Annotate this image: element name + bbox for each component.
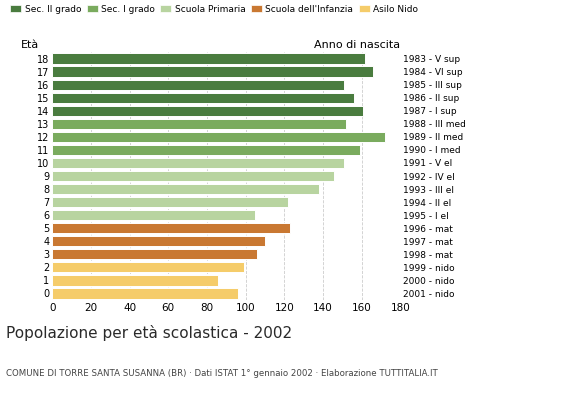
Bar [52, 223, 290, 233]
Text: Età: Età [21, 40, 39, 50]
Text: Popolazione per età scolastica - 2002: Popolazione per età scolastica - 2002 [6, 325, 292, 341]
Bar [52, 106, 364, 116]
Bar [52, 158, 344, 168]
Bar [52, 54, 365, 64]
Bar [52, 119, 346, 129]
Bar [52, 66, 373, 77]
Text: COMUNE DI TORRE SANTA SUSANNA (BR) · Dati ISTAT 1° gennaio 2002 · Elaborazione T: COMUNE DI TORRE SANTA SUSANNA (BR) · Dat… [6, 369, 437, 378]
Bar [52, 92, 354, 103]
Bar [52, 132, 385, 142]
Bar [52, 171, 335, 181]
Legend: Sec. II grado, Sec. I grado, Scuola Primaria, Scuola dell'Infanzia, Asilo Nido: Sec. II grado, Sec. I grado, Scuola Prim… [10, 4, 418, 14]
Bar [52, 210, 255, 220]
Bar [52, 145, 360, 155]
Bar [52, 249, 257, 260]
Text: Anno di nascita: Anno di nascita [314, 40, 400, 50]
Bar [52, 275, 219, 286]
Bar [52, 288, 238, 298]
Bar [52, 80, 344, 90]
Bar [52, 236, 265, 246]
Bar [52, 197, 288, 207]
Bar [52, 184, 319, 194]
Bar [52, 262, 244, 272]
